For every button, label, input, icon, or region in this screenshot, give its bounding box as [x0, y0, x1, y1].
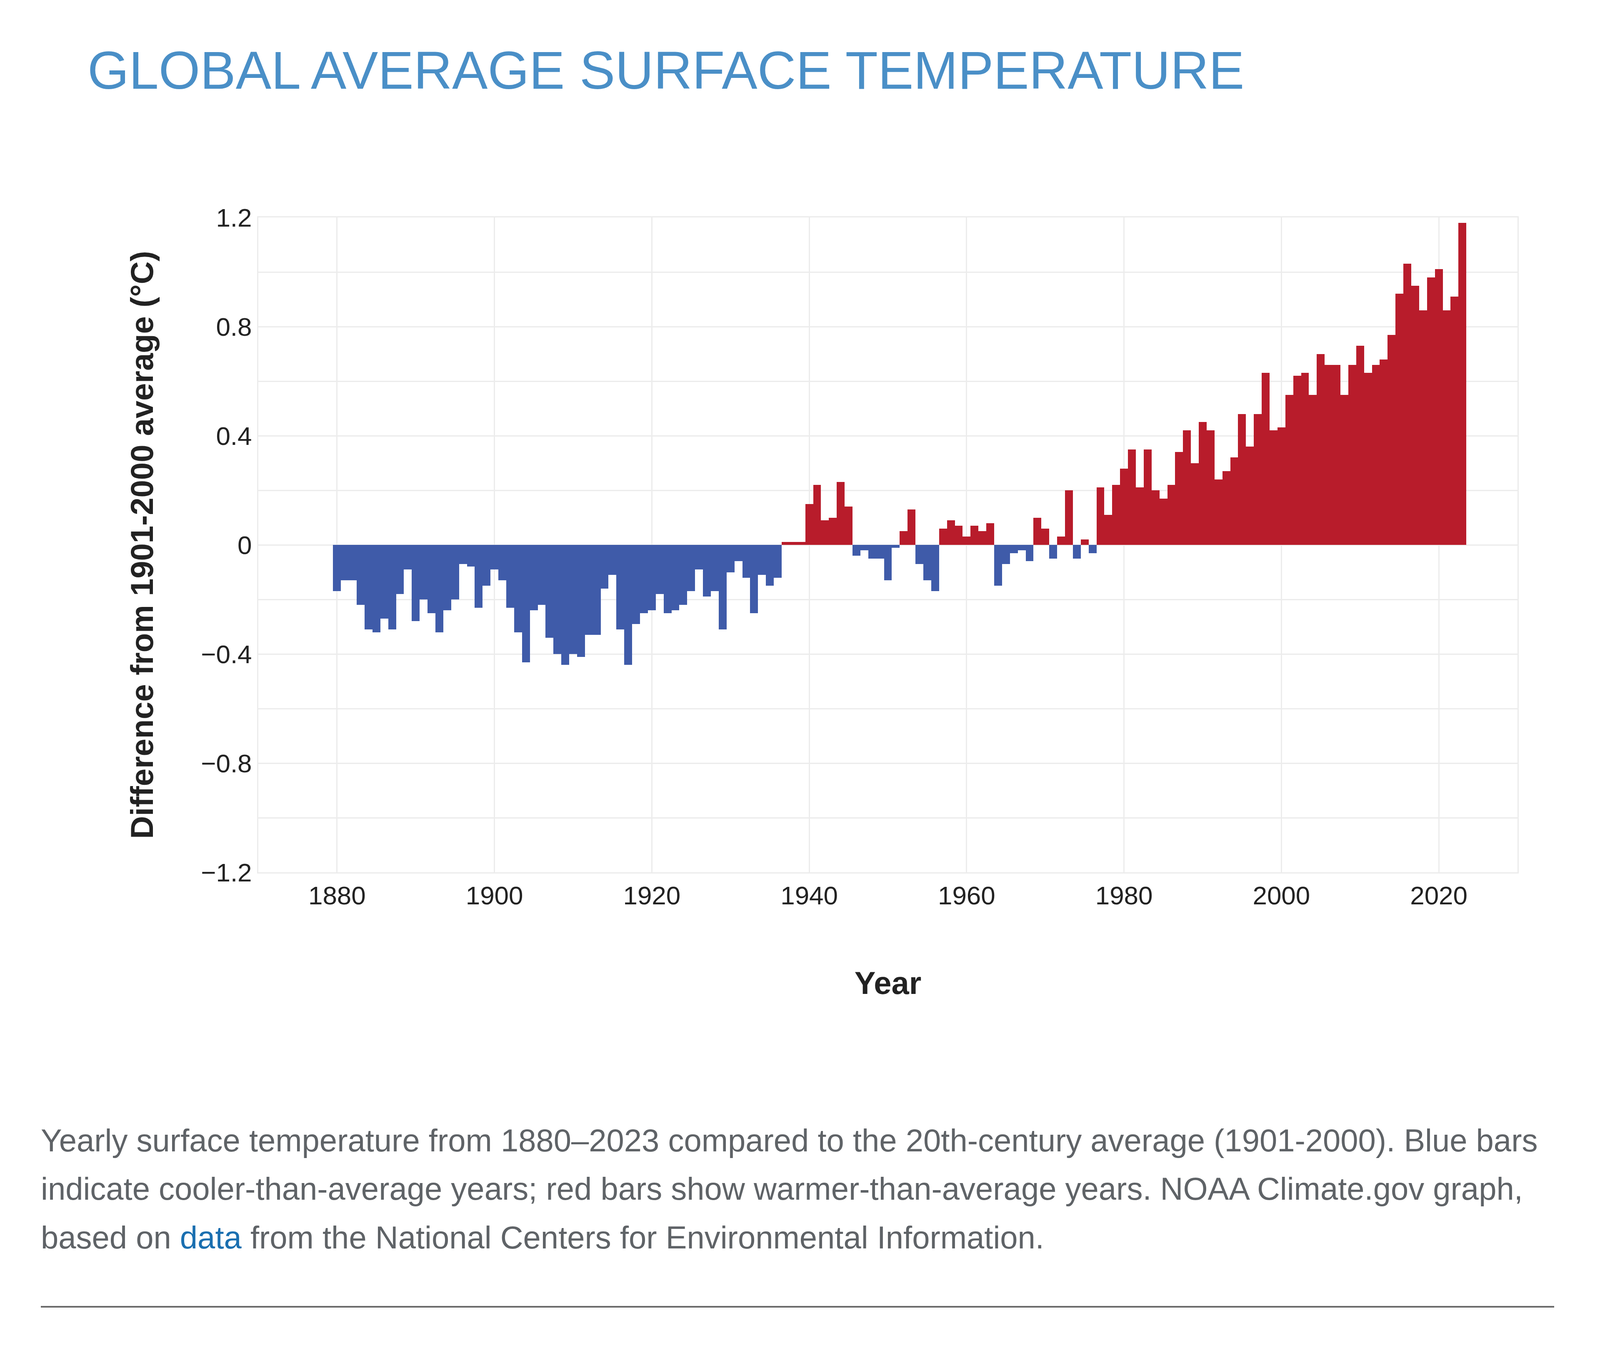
svg-text:1.2: 1.2	[215, 203, 252, 233]
svg-text:1960: 1960	[937, 881, 996, 910]
svg-text:1980: 1980	[1095, 881, 1153, 910]
svg-text:0: 0	[237, 530, 252, 560]
svg-text:1900: 1900	[465, 881, 524, 910]
html-text:GLOBAL AVERAGE SURFACE TEMPERA: GLOBAL AVERAGE SURFACE TEMPERATURE	[87, 40, 1245, 100]
svg-text:1880: 1880	[308, 881, 366, 910]
svg-text:0.8: 0.8	[215, 312, 252, 342]
svg-text:−0.4: −0.4	[200, 640, 252, 669]
svg-text:−0.8: −0.8	[200, 749, 252, 778]
svg-text:2020: 2020	[1410, 881, 1468, 910]
svg-text:2000: 2000	[1252, 881, 1310, 910]
html-text:Yearly surface temperature fro: Yearly surface temperature from 1880–202…	[40, 1122, 1538, 1256]
svg-text:0.4: 0.4	[215, 421, 252, 451]
svg-text:−1.2: −1.2	[200, 858, 252, 888]
svg-text:1940: 1940	[780, 881, 838, 910]
svg-text:Year: Year	[854, 965, 922, 1001]
svg-text:Difference from 1901-2000 aver: Difference from 1901-2000 average (°C)	[124, 250, 160, 840]
svg-text:1920: 1920	[622, 881, 681, 910]
